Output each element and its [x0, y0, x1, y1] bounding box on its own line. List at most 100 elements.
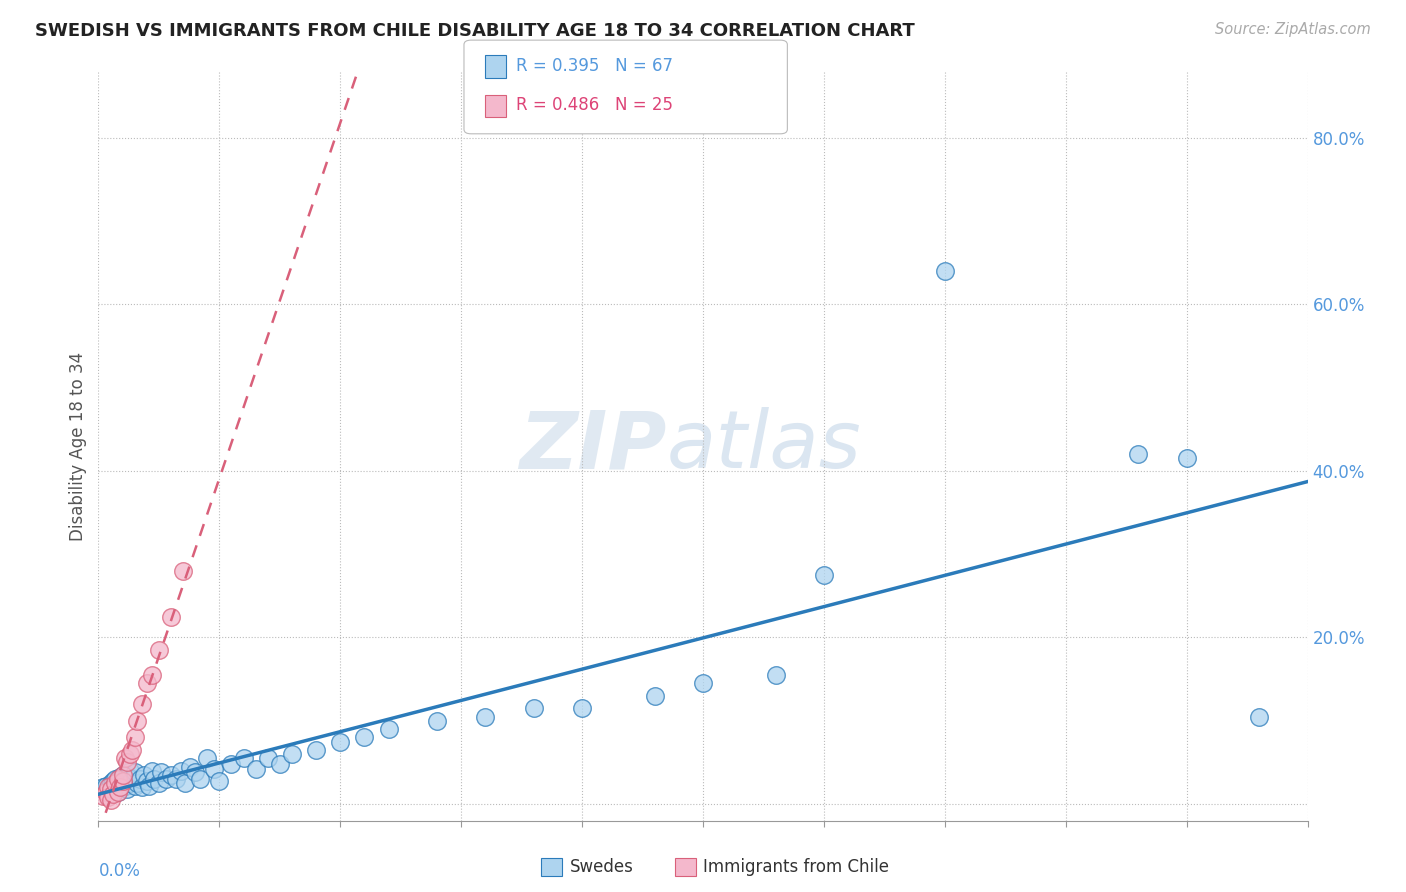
- Text: Source: ZipAtlas.com: Source: ZipAtlas.com: [1215, 22, 1371, 37]
- Point: [172, 564, 194, 578]
- Point: [148, 643, 170, 657]
- Point: [184, 765, 207, 780]
- Point: [104, 772, 127, 786]
- Point: [131, 697, 153, 711]
- Text: Swedes: Swedes: [569, 858, 633, 876]
- Point: [107, 784, 129, 798]
- Point: [179, 759, 201, 773]
- Point: [100, 793, 122, 807]
- Point: [97, 782, 120, 797]
- Text: R = 0.486   N = 25: R = 0.486 N = 25: [516, 96, 673, 114]
- Point: [118, 776, 141, 790]
- Point: [765, 668, 787, 682]
- Point: [108, 780, 131, 795]
- Point: [269, 757, 291, 772]
- Point: [108, 770, 131, 784]
- Point: [108, 776, 131, 790]
- Point: [245, 762, 267, 776]
- Point: [117, 782, 139, 797]
- Point: [124, 731, 146, 745]
- Point: [117, 768, 139, 782]
- Point: [305, 743, 328, 757]
- Text: 0.0%: 0.0%: [98, 862, 141, 880]
- Point: [118, 764, 141, 778]
- Point: [813, 568, 835, 582]
- Point: [256, 751, 278, 765]
- Point: [232, 751, 254, 765]
- Point: [377, 722, 399, 736]
- Point: [100, 776, 122, 790]
- Point: [221, 757, 243, 772]
- Point: [150, 765, 173, 780]
- Point: [138, 779, 160, 793]
- Point: [692, 676, 714, 690]
- Point: [121, 743, 143, 757]
- Point: [94, 779, 117, 793]
- Point: [160, 609, 183, 624]
- Point: [94, 784, 117, 798]
- Point: [1128, 447, 1150, 461]
- Text: R = 0.395   N = 67: R = 0.395 N = 67: [516, 57, 673, 75]
- Point: [131, 780, 153, 795]
- Point: [114, 751, 136, 765]
- Point: [104, 776, 127, 790]
- Point: [353, 731, 375, 745]
- Point: [188, 772, 211, 786]
- Point: [118, 747, 141, 761]
- Point: [644, 689, 666, 703]
- Point: [101, 773, 124, 788]
- Point: [101, 787, 124, 801]
- Point: [111, 768, 134, 782]
- Point: [141, 764, 163, 778]
- Point: [107, 772, 129, 786]
- Point: [101, 780, 124, 795]
- Point: [474, 709, 496, 723]
- Point: [124, 765, 146, 780]
- Point: [141, 668, 163, 682]
- Point: [160, 768, 183, 782]
- Text: Immigrants from Chile: Immigrants from Chile: [703, 858, 889, 876]
- Point: [134, 768, 156, 782]
- Point: [329, 734, 352, 748]
- Point: [121, 772, 143, 786]
- Point: [148, 776, 170, 790]
- Point: [127, 714, 149, 728]
- Point: [128, 772, 150, 786]
- Point: [111, 780, 134, 795]
- Point: [208, 773, 231, 788]
- Point: [100, 782, 122, 797]
- Point: [91, 780, 114, 795]
- Point: [143, 772, 166, 786]
- Point: [1249, 709, 1271, 723]
- Point: [111, 773, 134, 788]
- Point: [281, 747, 304, 761]
- Text: ZIP: ZIP: [519, 407, 666, 485]
- Text: SWEDISH VS IMMIGRANTS FROM CHILE DISABILITY AGE 18 TO 34 CORRELATION CHART: SWEDISH VS IMMIGRANTS FROM CHILE DISABIL…: [35, 22, 915, 40]
- Point: [104, 782, 127, 797]
- Point: [107, 784, 129, 798]
- Point: [107, 779, 129, 793]
- Point: [114, 773, 136, 788]
- Point: [195, 751, 218, 765]
- Point: [135, 773, 157, 788]
- Point: [111, 768, 134, 782]
- Point: [124, 779, 146, 793]
- Point: [135, 676, 157, 690]
- Point: [523, 701, 546, 715]
- Point: [97, 790, 120, 805]
- Point: [165, 772, 187, 786]
- Point: [174, 776, 197, 790]
- Point: [114, 779, 136, 793]
- Point: [1175, 451, 1198, 466]
- Point: [934, 264, 956, 278]
- Point: [426, 714, 449, 728]
- Point: [571, 701, 593, 715]
- Text: atlas: atlas: [666, 407, 862, 485]
- Y-axis label: Disability Age 18 to 34: Disability Age 18 to 34: [69, 351, 87, 541]
- Point: [91, 789, 114, 803]
- Point: [127, 776, 149, 790]
- Point: [117, 756, 139, 770]
- Point: [204, 762, 226, 776]
- Point: [155, 772, 177, 786]
- Point: [169, 764, 191, 778]
